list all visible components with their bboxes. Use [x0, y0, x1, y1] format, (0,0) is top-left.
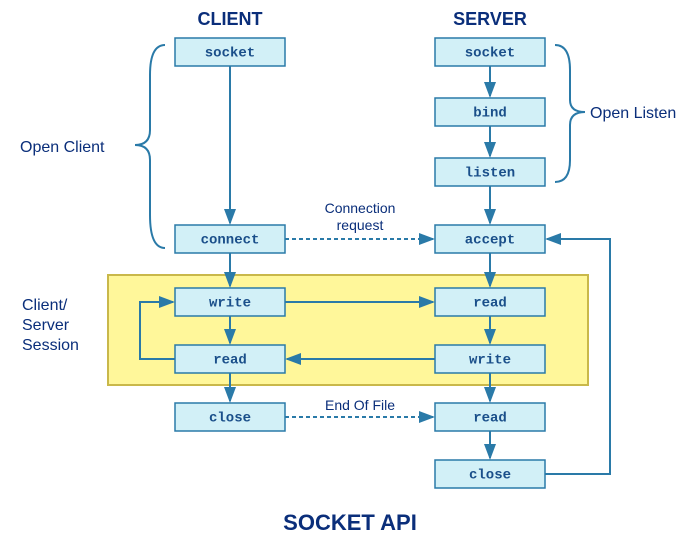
- label-session3: Session: [22, 337, 79, 354]
- svg-text:close: close: [469, 468, 511, 484]
- svg-text:read: read: [473, 296, 507, 312]
- node-client-close: close: [175, 403, 285, 431]
- node-server-close: close: [435, 460, 545, 488]
- svg-text:read: read: [213, 353, 247, 369]
- node-server-bind: bind: [435, 98, 545, 126]
- label-conn2: request: [337, 217, 384, 233]
- node-client-socket: socket: [175, 38, 285, 66]
- label-eof: End Of File: [325, 397, 395, 413]
- label-session2: Server: [22, 317, 70, 334]
- node-server-read: read: [435, 288, 545, 316]
- svg-text:bind: bind: [473, 106, 507, 122]
- node-server-listen: listen: [435, 158, 545, 186]
- svg-text:accept: accept: [465, 233, 515, 249]
- client-header: CLIENT: [198, 9, 263, 29]
- node-client-write: write: [175, 288, 285, 316]
- label-session1: Client/: [22, 297, 68, 314]
- svg-text:connect: connect: [201, 233, 260, 249]
- label-open-listen: Open Listen: [590, 105, 676, 122]
- diagram-title: SOCKET API: [283, 510, 417, 535]
- svg-text:read: read: [473, 411, 507, 427]
- svg-text:socket: socket: [205, 46, 255, 62]
- brace-open-client: [135, 45, 165, 248]
- server-header: SERVER: [453, 9, 527, 29]
- svg-text:close: close: [209, 411, 251, 427]
- node-server-accept: accept: [435, 225, 545, 253]
- brace-open-listen: [555, 45, 585, 182]
- svg-text:listen: listen: [465, 166, 515, 182]
- svg-text:socket: socket: [465, 46, 515, 62]
- label-conn1: Connection: [325, 200, 396, 216]
- node-server-read2: read: [435, 403, 545, 431]
- node-server-socket: socket: [435, 38, 545, 66]
- label-open-client: Open Client: [20, 139, 105, 156]
- node-client-connect: connect: [175, 225, 285, 253]
- svg-text:write: write: [209, 296, 251, 312]
- svg-text:write: write: [469, 353, 511, 369]
- node-server-write: write: [435, 345, 545, 373]
- node-client-read: read: [175, 345, 285, 373]
- socket-api-diagram: CLIENT SERVER socket connect write read …: [0, 0, 700, 550]
